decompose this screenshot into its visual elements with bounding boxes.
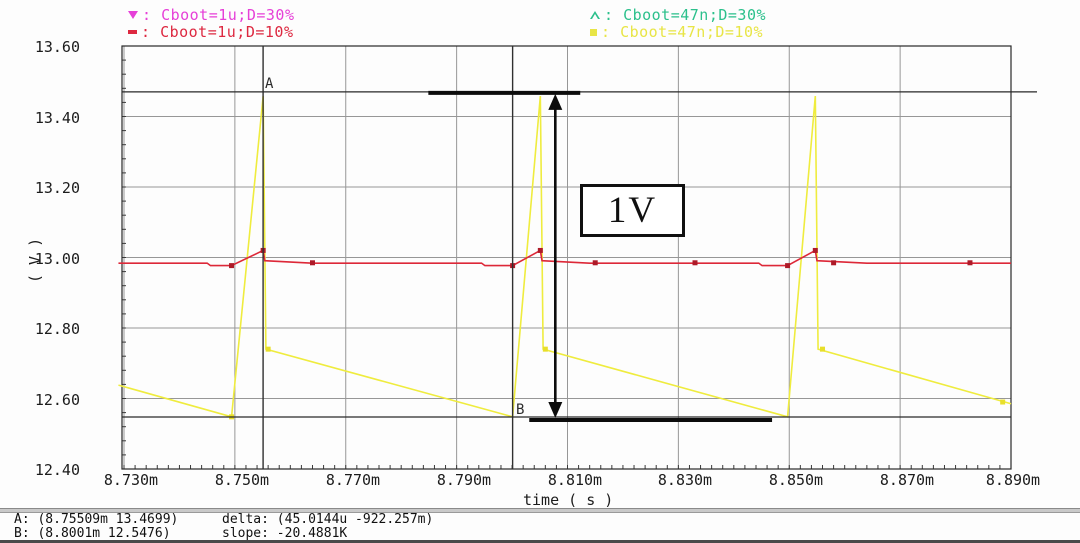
x-tick-label: 8.730m [103, 471, 159, 489]
trace-cboot-1u-d-10-[interactable] [118, 249, 1011, 267]
legend-item-cboot47n-d30[interactable]: : Cboot=47n;D=30% [590, 6, 767, 24]
cursor-a-readout: A: (8.75509m 13.4699) [14, 512, 179, 527]
x-tick-label: 8.750m [214, 471, 270, 489]
legend-item-cboot1u-d30[interactable]: : Cboot=1u;D=30% [128, 6, 295, 24]
y-tick-label: 12.80 [34, 320, 80, 338]
legend-label: Cboot=47n;D=30% [623, 6, 767, 24]
trace-point-marker [592, 260, 598, 266]
cursor-b-readout: B: (8.8001m 12.5476) [14, 526, 171, 541]
trace-point-marker [967, 260, 973, 266]
x-tick-label: 8.790m [436, 471, 492, 489]
legend-label: Cboot=1u;D=10% [160, 23, 294, 41]
trace-point-marker [542, 346, 548, 352]
legend-item-cboot47n-d10[interactable]: : Cboot=47n;D=10% [590, 23, 764, 41]
trace-point-marker [831, 260, 837, 266]
y-tick-label: 13.20 [34, 179, 80, 197]
dash-icon [128, 30, 137, 34]
y-tick-label: 12.60 [34, 391, 80, 409]
cursor-b-label[interactable]: B [516, 402, 525, 418]
x-tick-label: 8.810m [547, 471, 603, 489]
trace-cboot-47n-d-10-[interactable] [118, 95, 1012, 418]
trace-point-marker [265, 346, 271, 352]
legend-symbol-colon: : [142, 6, 162, 24]
delta-readout: delta: (45.0144u -922.257m) [222, 512, 434, 527]
plot-frame [121, 45, 1012, 470]
trace-point-marker [309, 260, 315, 266]
legend-item-cboot1u-d10[interactable]: : Cboot=1u;D=10% [128, 23, 294, 41]
trace-point-marker [692, 260, 698, 266]
delta-arrow-head-up [548, 93, 563, 110]
x-axis-title: time ( s ) [523, 491, 614, 509]
trace-point-marker [812, 247, 818, 253]
cursor-a-label[interactable]: A [265, 76, 274, 92]
square-icon [590, 28, 597, 36]
trace-point-marker [785, 263, 791, 269]
y-tick-label: 13.40 [34, 109, 80, 127]
x-tick-label: 8.850m [768, 471, 824, 489]
status-separator [0, 508, 1080, 513]
delta-arrow-head-down [548, 401, 563, 418]
trace-point-marker [229, 263, 235, 269]
trace-point-marker [1000, 399, 1006, 405]
x-tick-label: 8.830m [657, 471, 713, 489]
y-tick-label: 12.40 [34, 461, 80, 479]
trace-point-marker [537, 247, 543, 253]
legend-symbol-colon: : [141, 23, 161, 41]
legend-label: Cboot=47n;D=10% [620, 23, 764, 41]
x-tick-label: 8.890m [985, 471, 1041, 489]
y-tick-label: 13.00 [34, 250, 80, 268]
window-bottom-edge [0, 540, 1080, 543]
triangle-up-icon [590, 11, 600, 19]
slope-readout: slope: -20.4881K [222, 526, 348, 541]
legend-symbol-colon: : [604, 6, 624, 24]
trace-point-marker [820, 346, 826, 352]
legend-symbol-colon: : [601, 23, 621, 41]
y-tick-label: 13.60 [34, 38, 80, 56]
x-tick-label: 8.770m [325, 471, 381, 489]
delta-voltage-callout: 1V [580, 184, 685, 237]
legend-label: Cboot=1u;D=30% [161, 6, 295, 24]
y-axis-title: ( V ) [26, 237, 44, 283]
triangle-down-icon [128, 11, 138, 19]
x-tick-label: 8.870m [879, 471, 935, 489]
